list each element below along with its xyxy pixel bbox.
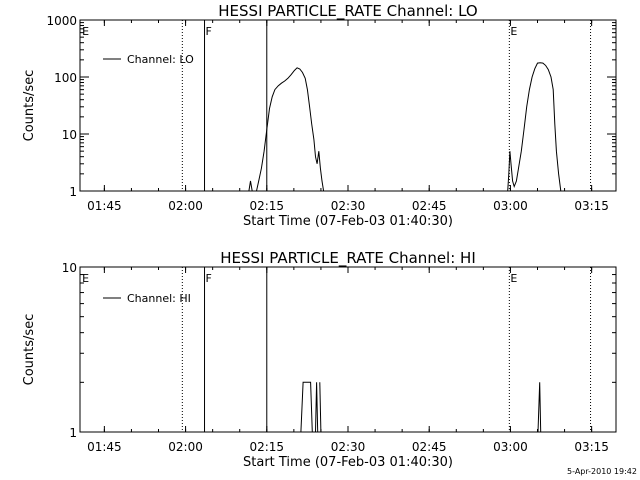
y-tick-label: 100 [54, 71, 77, 85]
x-tick-label: 02:15 [249, 199, 284, 213]
event-marker-label: E [82, 25, 89, 38]
series-line-segment [300, 381, 313, 433]
y-tick-label: 1 [69, 185, 77, 199]
event-marker-label: F [206, 272, 212, 285]
chart-title: HESSI PARTICLE_RATE Channel: HI [220, 249, 476, 268]
y-axis-label: Counts/sec [22, 314, 37, 386]
legend-label-hi: Channel: HI [127, 292, 191, 305]
panel-hi-channel: E F E 1 10 01:45 02:00 02:15 02:30 02:45 03:00 03… [22, 249, 617, 470]
x-tick-label: 02:45 [412, 440, 447, 454]
x-tick-label: 01:45 [87, 199, 122, 213]
x-tick-label: 02:00 [168, 440, 203, 454]
x-tick-label: 02:30 [331, 199, 366, 213]
y-axis-label: Counts/sec [22, 70, 37, 142]
event-marker-label: F [206, 25, 212, 38]
y-tick-label: 1000 [46, 14, 77, 28]
series-line-segment [315, 382, 319, 433]
event-marker-label: E [82, 272, 89, 285]
y-tick-label: 10 [62, 128, 77, 142]
x-tick-label: 03:00 [493, 440, 528, 454]
series-line-segment [537, 382, 542, 433]
y-tick-label: 1 [69, 426, 77, 440]
panel-lo-channel: E F E 1 10 100 1000 01:45 02:00 02:15 02:30 02:45… [22, 2, 617, 229]
series-line-segment [507, 62, 562, 192]
x-tick-label: 02:00 [168, 199, 203, 213]
event-marker-label: E [510, 25, 517, 38]
date-stamp: 5-Apr-2010 19:42 [567, 467, 637, 476]
y-tick-label: 10 [62, 261, 77, 275]
x-axis-label: Start Time (07-Feb-03 01:40:30) [243, 214, 453, 229]
x-tick-label: 01:45 [87, 440, 122, 454]
x-tick-label: 03:15 [574, 440, 609, 454]
x-axis-label: Start Time (07-Feb-03 01:40:30) [243, 455, 453, 470]
x-tick-label: 03:00 [493, 199, 528, 213]
legend-label-lo: Channel: LO [127, 53, 194, 66]
series-line-segment [256, 67, 325, 192]
x-tick-label: 03:15 [574, 199, 609, 213]
x-tick-label: 02:30 [331, 440, 366, 454]
x-tick-label: 02:45 [412, 199, 447, 213]
series-line-segment [248, 180, 253, 192]
chart-title: HESSI PARTICLE_RATE Channel: LO [218, 2, 477, 21]
series-line-segment [319, 382, 322, 433]
event-marker-label: E [510, 272, 517, 285]
x-tick-label: 02:15 [249, 440, 284, 454]
